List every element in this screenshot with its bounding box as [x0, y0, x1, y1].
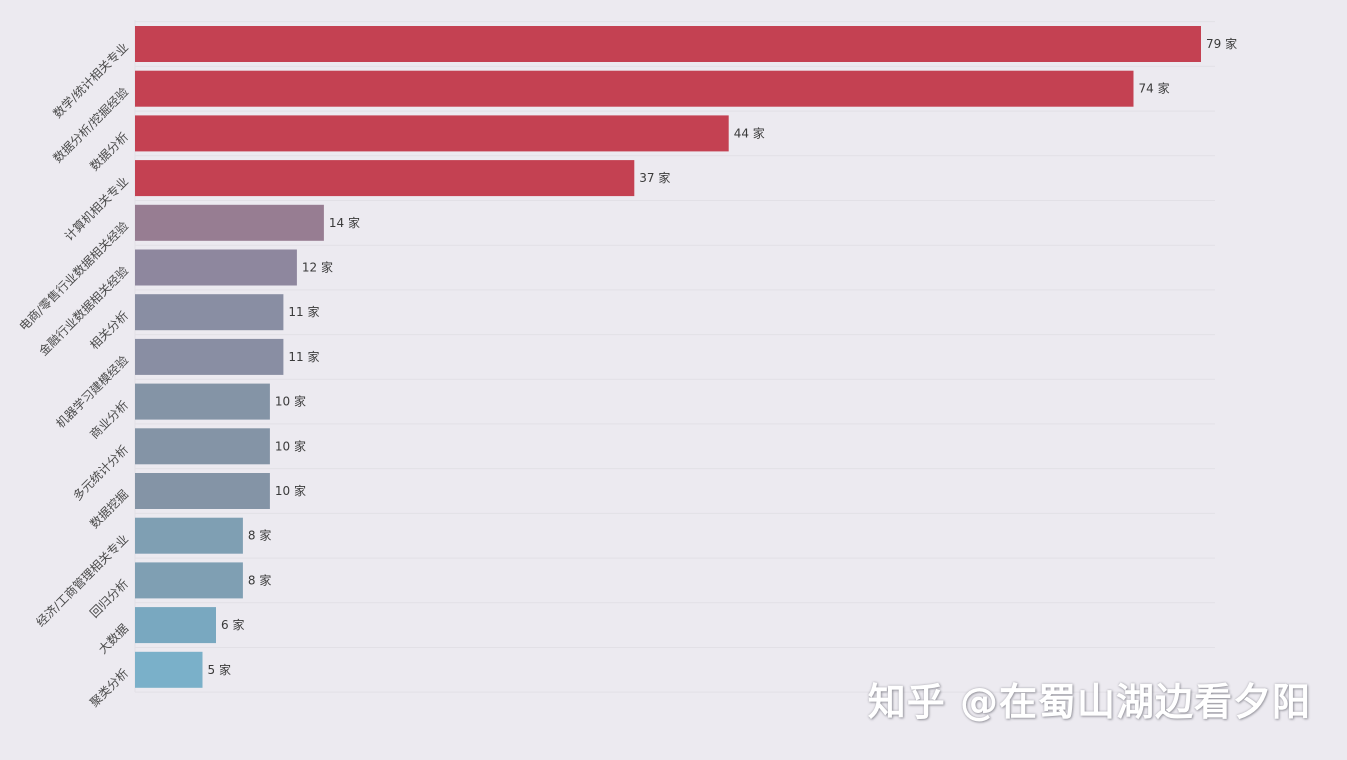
bar	[135, 562, 243, 599]
data-label: 44 家	[734, 125, 765, 140]
data-label: 74 家	[1139, 81, 1170, 96]
category-tick-label: 数据分析/挖掘经验	[50, 84, 131, 165]
bar	[135, 160, 635, 197]
data-label: 11 家	[288, 349, 319, 364]
bar	[135, 428, 270, 465]
category-tick-label: 相关分析	[87, 308, 131, 352]
data-label: 8 家	[248, 528, 271, 543]
category-tick-label: 数据分析	[87, 129, 132, 174]
data-label: 10 家	[275, 394, 306, 409]
bar	[135, 115, 729, 152]
watermark-text: 知乎 @在蜀山湖边看夕阳	[867, 680, 1311, 724]
gridlines	[135, 21, 1215, 693]
data-label: 5 家	[208, 662, 231, 677]
data-label: 8 家	[248, 572, 271, 587]
data-label: 14 家	[329, 215, 360, 230]
category-tick-label: 聚类分析	[87, 666, 131, 710]
data-label: 10 家	[275, 438, 306, 453]
bar	[135, 383, 270, 420]
bar	[135, 517, 243, 554]
data-label: 37 家	[639, 170, 670, 185]
bar	[135, 204, 324, 241]
bar	[135, 249, 297, 286]
data-label: 11 家	[288, 304, 319, 319]
data-label: 10 家	[275, 483, 306, 498]
data-label: 12 家	[302, 260, 333, 275]
data-label: 6 家	[221, 617, 244, 632]
bar	[135, 607, 216, 644]
bar	[135, 338, 284, 375]
bar	[135, 70, 1134, 107]
bar	[135, 26, 1201, 62]
category-tick-label: 回归分析	[87, 577, 131, 621]
bar	[135, 473, 270, 509]
category-tick-label: 金融行业数据相关经验	[36, 263, 131, 358]
bar	[135, 294, 284, 331]
bar	[135, 651, 203, 688]
data-label: 79 家	[1206, 36, 1237, 51]
category-tick-label: 大数据	[95, 621, 131, 657]
category-tick-label: 数学/统计相关专业	[50, 40, 131, 121]
category-tick-label: 数据挖掘	[87, 487, 132, 532]
category-tick-label: 商业分析	[87, 397, 132, 442]
